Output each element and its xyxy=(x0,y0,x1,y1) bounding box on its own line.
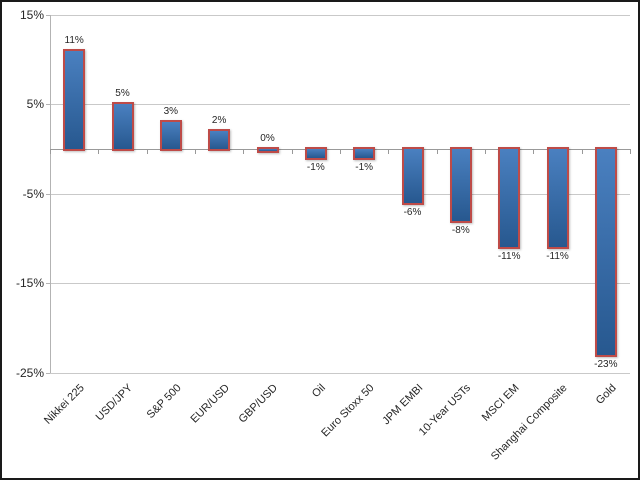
x-axis-category-label: GBP/USD xyxy=(236,382,280,426)
gridline xyxy=(50,372,630,374)
gridline xyxy=(50,193,630,195)
y-axis-tick-label: 5% xyxy=(26,97,44,112)
y-axis-tick xyxy=(46,104,50,106)
x-axis-tick xyxy=(98,150,100,155)
bar xyxy=(111,102,134,152)
x-axis-tick xyxy=(485,150,486,155)
x-axis-tick xyxy=(50,150,51,155)
bar xyxy=(449,147,472,223)
x-axis-tick xyxy=(291,150,293,155)
bar xyxy=(401,147,424,205)
bar-data-label: 0% xyxy=(260,133,275,145)
bar xyxy=(353,147,376,160)
x-axis-tick xyxy=(243,150,245,155)
x-axis-category-label: 10-Year USTs xyxy=(417,382,474,439)
x-axis-tick xyxy=(630,150,631,155)
x-axis-line xyxy=(50,149,631,151)
bar xyxy=(498,147,521,250)
y-axis-tick xyxy=(46,372,50,374)
x-axis-tick xyxy=(195,150,196,155)
y-axis-tick xyxy=(46,15,50,16)
bar xyxy=(256,147,279,154)
bar xyxy=(63,48,86,152)
x-axis-category-label: Euro Stoxx 50 xyxy=(319,382,377,440)
x-axis-category-label: USD/JPY xyxy=(93,382,135,424)
x-axis-category-label: MSCI EM xyxy=(479,382,522,424)
bar-data-label: 2% xyxy=(211,115,227,127)
bar-data-label: 11% xyxy=(64,34,84,46)
x-axis-tick xyxy=(436,150,438,155)
x-axis-tick xyxy=(581,150,583,155)
y-axis-tick-label: -5% xyxy=(22,186,44,201)
bar xyxy=(546,147,569,250)
bar xyxy=(208,129,231,152)
y-axis-tick xyxy=(46,193,50,195)
bar-data-label: -23% xyxy=(594,358,618,370)
x-axis-tick xyxy=(533,150,535,155)
x-axis-category-label: Oil xyxy=(310,382,329,400)
y-axis-tick-label: 15% xyxy=(19,8,44,22)
bar-data-label: -1% xyxy=(355,162,374,173)
gridline xyxy=(50,283,630,285)
bar-data-label: 5% xyxy=(115,88,130,100)
x-axis-category-label: S&P 500 xyxy=(144,382,184,422)
x-axis-category-label: EUR/USD xyxy=(188,382,232,426)
y-axis-line xyxy=(50,15,51,373)
x-axis-tick xyxy=(340,150,341,155)
x-axis-category-label: Gold xyxy=(593,382,619,407)
gridline xyxy=(50,104,630,106)
x-axis-tick xyxy=(146,150,148,155)
bar xyxy=(304,147,327,160)
bar-data-label: -11% xyxy=(546,251,569,263)
x-axis-category-label: JPM EMBI xyxy=(379,382,425,428)
bar-data-label: -1% xyxy=(306,162,325,173)
y-axis-tick xyxy=(46,283,50,285)
y-axis-tick-label: -15% xyxy=(15,276,44,291)
x-axis-category-label: Nikkei 225 xyxy=(41,382,87,427)
bar-data-label: -11% xyxy=(497,251,521,263)
y-axis-tick-label: -25% xyxy=(15,365,44,380)
bar xyxy=(159,120,182,152)
bar xyxy=(594,147,617,357)
bar-data-label: -6% xyxy=(403,206,422,218)
x-axis-tick xyxy=(388,150,390,155)
bar-data-label: 3% xyxy=(163,106,179,118)
bar-data-label: -8% xyxy=(451,224,470,236)
gridline xyxy=(50,15,630,16)
